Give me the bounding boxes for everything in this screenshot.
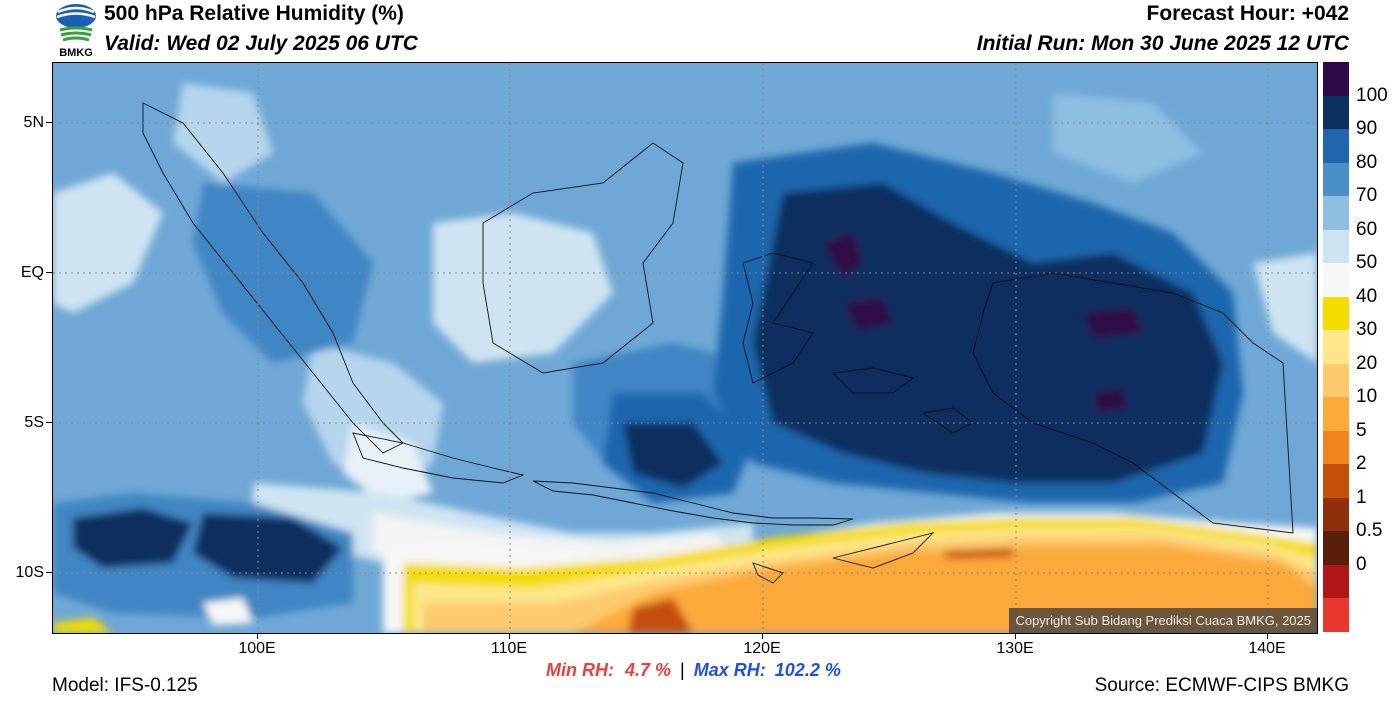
colorbar-label: 0.5 <box>1356 520 1383 542</box>
colorbar-swatch <box>1323 430 1349 465</box>
colorbar-label: 10 <box>1356 386 1378 408</box>
lon-label-100e: 100E <box>238 640 276 657</box>
lon-tick <box>509 633 510 639</box>
colorbar-swatch <box>1323 564 1349 599</box>
map-title: 500 hPa Relative Humidity (%) <box>104 2 404 25</box>
lat-tick <box>46 422 52 423</box>
colorbar-swatch <box>1323 162 1349 197</box>
colorbar-label: 5 <box>1356 419 1367 441</box>
min-rh-value: 4.7 % <box>625 660 672 680</box>
lon-label-120e: 120E <box>743 640 781 657</box>
max-rh-value: 102.2 % <box>774 660 841 680</box>
lat-tick <box>46 572 52 573</box>
lat-tick <box>46 122 52 123</box>
forecast-hour: Forecast Hour: +042 <box>1146 2 1350 25</box>
colorbar-swatch <box>1323 129 1349 164</box>
valid-time: Valid: Wed 02 July 2025 06 UTC <box>104 32 418 55</box>
lat-label-10s: 10S <box>15 564 44 581</box>
colorbar-swatch <box>1323 229 1349 264</box>
colorbar-label: 80 <box>1356 151 1378 173</box>
lon-tick <box>1267 633 1268 639</box>
colorbar-swatch <box>1323 531 1349 566</box>
colorbar <box>1323 62 1349 633</box>
humidity-field <box>53 63 1317 633</box>
min-rh-label: Min RH: <box>546 660 614 680</box>
lon-tick <box>762 633 763 639</box>
max-rh-label: Max RH: <box>693 660 766 680</box>
lat-label-5s: 5S <box>24 414 44 431</box>
colorbar-label: 100 <box>1356 84 1388 106</box>
colorbar-label: 70 <box>1356 185 1378 207</box>
colorbar-swatch <box>1323 363 1349 398</box>
lon-label-140e: 140E <box>1248 640 1286 657</box>
bmkg-logo: BMKG <box>52 2 100 59</box>
colorbar-swatch <box>1323 464 1349 499</box>
lon-label-110e: 110E <box>490 640 528 657</box>
colorbar-swatch <box>1323 330 1349 365</box>
stats-separator: | <box>680 660 685 680</box>
lat-label-5n: 5N <box>23 114 44 131</box>
initial-run: Initial Run: Mon 30 June 2025 12 UTC <box>976 32 1349 55</box>
colorbar-label: 0 <box>1356 553 1367 575</box>
copyright-notice: Copyright Sub Bidang Prediksi Cuaca BMKG… <box>1009 608 1317 633</box>
model-info: Model: IFS-0.125 <box>52 675 198 696</box>
lon-tick <box>257 633 258 639</box>
lat-tick <box>46 272 52 273</box>
colorbar-label: 50 <box>1356 252 1378 274</box>
colorbar-swatch <box>1323 598 1349 633</box>
colorbar-label: 40 <box>1356 285 1378 307</box>
rh-stats: Min RH: 4.7 % | Max RH: 102.2 % <box>546 660 841 681</box>
lat-label-eq: EQ <box>20 264 44 281</box>
colorbar-label: 1 <box>1356 486 1367 508</box>
humidity-map: Copyright Sub Bidang Prediksi Cuaca BMKG… <box>52 62 1318 634</box>
colorbar-label: 90 <box>1356 118 1378 140</box>
colorbar-swatch <box>1323 95 1349 130</box>
source-info: Source: ECMWF-CIPS BMKG <box>1094 675 1349 696</box>
colorbar-label: 30 <box>1356 319 1378 341</box>
lon-tick <box>1015 633 1016 639</box>
colorbar-swatch <box>1323 62 1349 97</box>
lon-label-130e: 130E <box>996 640 1034 657</box>
colorbar-label: 2 <box>1356 453 1367 475</box>
colorbar-swatch <box>1323 196 1349 231</box>
colorbar-label: 60 <box>1356 218 1378 240</box>
svg-text:BMKG: BMKG <box>59 47 93 58</box>
colorbar-swatch <box>1323 296 1349 331</box>
colorbar-label: 20 <box>1356 352 1378 374</box>
colorbar-swatch <box>1323 263 1349 298</box>
colorbar-swatch <box>1323 397 1349 432</box>
colorbar-swatch <box>1323 497 1349 532</box>
